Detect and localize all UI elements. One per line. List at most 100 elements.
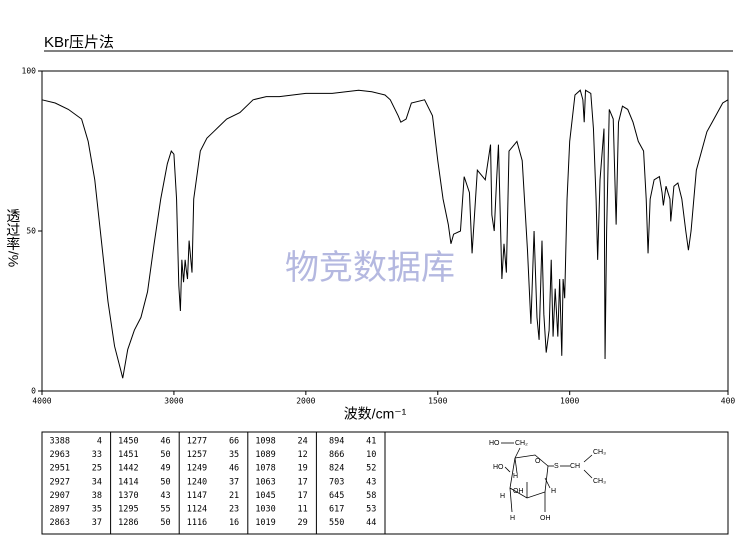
table-cell: 703	[329, 477, 344, 487]
table-cell: 1257	[187, 450, 207, 460]
table-cell: 17	[298, 491, 308, 501]
structure-label: OH	[540, 515, 551, 522]
table-cell: 46	[229, 464, 239, 474]
table-cell: 50	[160, 450, 170, 460]
table-cell: 37	[92, 518, 102, 528]
table-cell: 49	[160, 464, 170, 474]
structure-label: CH₃	[593, 449, 606, 456]
structure-label: CH₃	[593, 478, 606, 485]
structure-label: OH	[513, 488, 524, 495]
table-cell: 1249	[187, 464, 207, 474]
table-cell: 1451	[118, 450, 138, 460]
table-cell: 55	[160, 505, 170, 515]
table-cell: 29	[298, 518, 308, 528]
y-tick-label: 50	[26, 227, 36, 236]
table-cell: 1078	[255, 464, 275, 474]
structure-label: CH	[570, 463, 580, 470]
table-cell: 10	[366, 450, 376, 460]
x-tick-label: 1000	[560, 397, 579, 406]
table-cell: 645	[329, 491, 344, 501]
x-tick-label: 400	[721, 397, 736, 406]
table-cell: 21	[229, 491, 239, 501]
structure-label: H	[510, 515, 515, 522]
table-cell: 1030	[255, 505, 275, 515]
table-cell: 50	[160, 518, 170, 528]
table-cell: 1116	[187, 518, 207, 528]
plot-frame	[41, 70, 729, 392]
title: KBr压片法	[44, 34, 114, 51]
table-cell: 617	[329, 505, 344, 515]
table-cell: 52	[366, 464, 376, 474]
table-cell: 33	[92, 450, 102, 460]
table-cell: 2897	[50, 505, 70, 515]
table-cell: 50	[160, 477, 170, 487]
table-cell: 38	[92, 491, 102, 501]
table-cell: 66	[229, 437, 239, 447]
table-cell: 1450	[118, 437, 138, 447]
structure-bonds	[501, 442, 593, 513]
x-tick-label: 2000	[296, 397, 315, 406]
table-cell: 46	[160, 437, 170, 447]
table-cell: 25	[92, 464, 102, 474]
table-cell: 11	[298, 505, 308, 515]
table-cell: 2963	[50, 450, 70, 460]
table-cell: 43	[160, 491, 170, 501]
y-tick-label: 0	[31, 387, 36, 396]
structure-label: CH₂	[515, 440, 528, 447]
structure-label: S	[554, 463, 559, 470]
table-cell: 1240	[187, 477, 207, 487]
x-tick-label: 3000	[164, 397, 183, 406]
table-cell: 2927	[50, 477, 70, 487]
table-cell: 1124	[187, 505, 207, 515]
table-cell: 866	[329, 450, 344, 460]
x-axis-label: 波数/cm⁻¹	[344, 406, 407, 422]
table-cell: 2863	[50, 518, 70, 528]
table-cell: 1019	[255, 518, 275, 528]
table-cell: 2951	[50, 464, 70, 474]
table-cell: 37	[229, 477, 239, 487]
table-cell: 1147	[187, 491, 207, 501]
table-cell: 35	[229, 450, 239, 460]
table-cell: 1277	[187, 437, 207, 447]
table-cell: 1370	[118, 491, 138, 501]
y-axis-label: 透过率/%	[5, 209, 21, 267]
table-cell: 550	[329, 518, 344, 528]
watermark: 物竞数据库	[285, 249, 455, 287]
table-cell: 1414	[118, 477, 138, 487]
table-cell: 53	[366, 505, 376, 515]
structure-label: HO	[493, 464, 504, 471]
table-cell: 1089	[255, 450, 275, 460]
structure-label: H	[551, 488, 556, 495]
spectrum-line	[41, 89, 729, 379]
table-cell: 1286	[118, 518, 138, 528]
y-tick-label: 100	[22, 67, 37, 76]
table-cell: 58	[366, 491, 376, 501]
table-cell: 3388	[50, 437, 70, 447]
table-cell: 44	[366, 518, 376, 528]
table-cell: 4	[97, 437, 102, 447]
table-cell: 1295	[118, 505, 138, 515]
x-tick-label: 1500	[428, 397, 447, 406]
table-cell: 43	[366, 477, 376, 487]
structure-label: H	[513, 473, 518, 480]
table-cell: 1442	[118, 464, 138, 474]
table-cell: 1063	[255, 477, 275, 487]
table-cell: 17	[298, 477, 308, 487]
table-cell: 894	[329, 437, 344, 447]
table-cell: 824	[329, 464, 344, 474]
table-cell: 19	[298, 464, 308, 474]
table-cell: 12	[298, 450, 308, 460]
structure-label: H	[500, 493, 505, 500]
table-cell: 35	[92, 505, 102, 515]
table-cell: 23	[229, 505, 239, 515]
table-cell: 1098	[255, 437, 275, 447]
table-cell: 1045	[255, 491, 275, 501]
table-cell: 16	[229, 518, 239, 528]
x-tick-label: 4000	[32, 397, 51, 406]
table-cell: 34	[92, 477, 102, 487]
table-cell: 24	[298, 437, 308, 447]
structure-label: O	[535, 458, 541, 465]
table-cell: 41	[366, 437, 376, 447]
structure-label: HO	[489, 440, 500, 447]
